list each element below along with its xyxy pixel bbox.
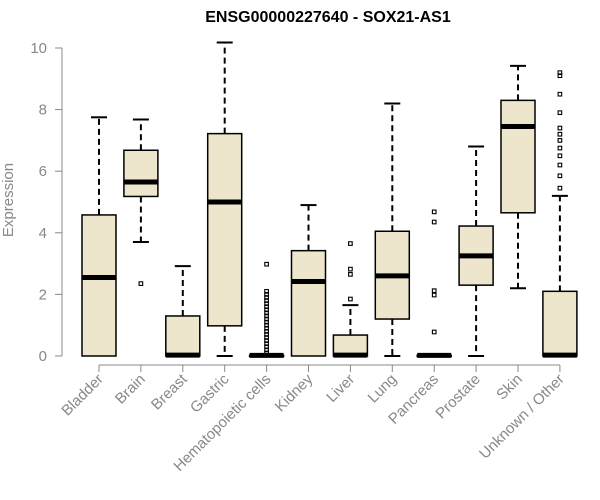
y-tick-label: 10 <box>30 40 47 57</box>
outlier-point <box>557 70 563 75</box>
outlier-point <box>431 329 437 335</box>
box-iqr <box>206 132 243 327</box>
outlier-point <box>557 138 563 143</box>
box-prostate <box>458 145 494 357</box>
box-iqr <box>500 99 536 214</box>
x-tick-label: Breast <box>148 370 191 413</box>
outlier-point <box>431 288 437 294</box>
outlier-point <box>264 288 269 294</box>
box-skin <box>500 64 536 290</box>
outlier-point <box>557 185 563 191</box>
outlier-point <box>431 209 437 215</box>
outlier-point <box>348 272 353 277</box>
y-axis: 0 2 4 6 8 10 <box>30 40 63 365</box>
y-tick-label: 4 <box>39 225 47 242</box>
x-tick-label: Lung <box>365 371 401 407</box>
x-tick-label: Prostate <box>432 371 484 423</box>
box-bladder <box>81 116 117 357</box>
outlier-point <box>138 281 144 286</box>
outlier-point <box>348 266 353 272</box>
x-tick-label: Brain <box>112 371 149 408</box>
y-tick-label: 0 <box>39 348 47 365</box>
box-unknown-other <box>542 70 578 358</box>
y-axis-label: Expression <box>0 163 17 237</box>
x-tick-label: Bladder <box>58 371 107 420</box>
x-tick-label: Skin <box>493 371 526 404</box>
box-iqr <box>165 315 201 357</box>
box-liver <box>332 241 369 358</box>
outlier-point <box>557 125 563 131</box>
outlier-point <box>557 131 563 137</box>
box-iqr <box>542 290 578 357</box>
box-iqr <box>123 149 159 198</box>
box-iqr <box>81 214 117 357</box>
outlier-point <box>557 153 563 159</box>
outlier-point <box>557 145 563 151</box>
box-brain <box>123 118 159 286</box>
outlier-point <box>431 219 437 225</box>
outlier-point <box>431 292 437 298</box>
box-breast <box>165 265 201 358</box>
x-tick-label: Kidney <box>272 370 317 415</box>
box-kidney <box>290 204 327 357</box>
box-iqr <box>290 249 327 357</box>
outlier-point <box>557 173 563 179</box>
outlier-point <box>557 91 563 97</box>
outlier-point <box>557 110 563 116</box>
boxes-group <box>81 41 578 358</box>
outlier-point <box>348 241 353 246</box>
box-lung <box>374 102 411 357</box>
box-gastric <box>206 41 243 357</box>
outlier-point <box>348 296 353 302</box>
x-tick-label: Liver <box>323 371 358 406</box>
y-tick-label: 2 <box>39 286 47 303</box>
chart-title: ENSG00000227640 - SOX21-AS1 <box>205 9 451 26</box>
y-tick-label: 6 <box>39 163 47 180</box>
box-pancreas <box>416 209 452 358</box>
outlier-point <box>264 261 269 267</box>
box-hematopoietic-cells <box>248 261 285 358</box>
y-tick-label: 8 <box>39 102 47 119</box>
outlier-point <box>557 162 563 168</box>
